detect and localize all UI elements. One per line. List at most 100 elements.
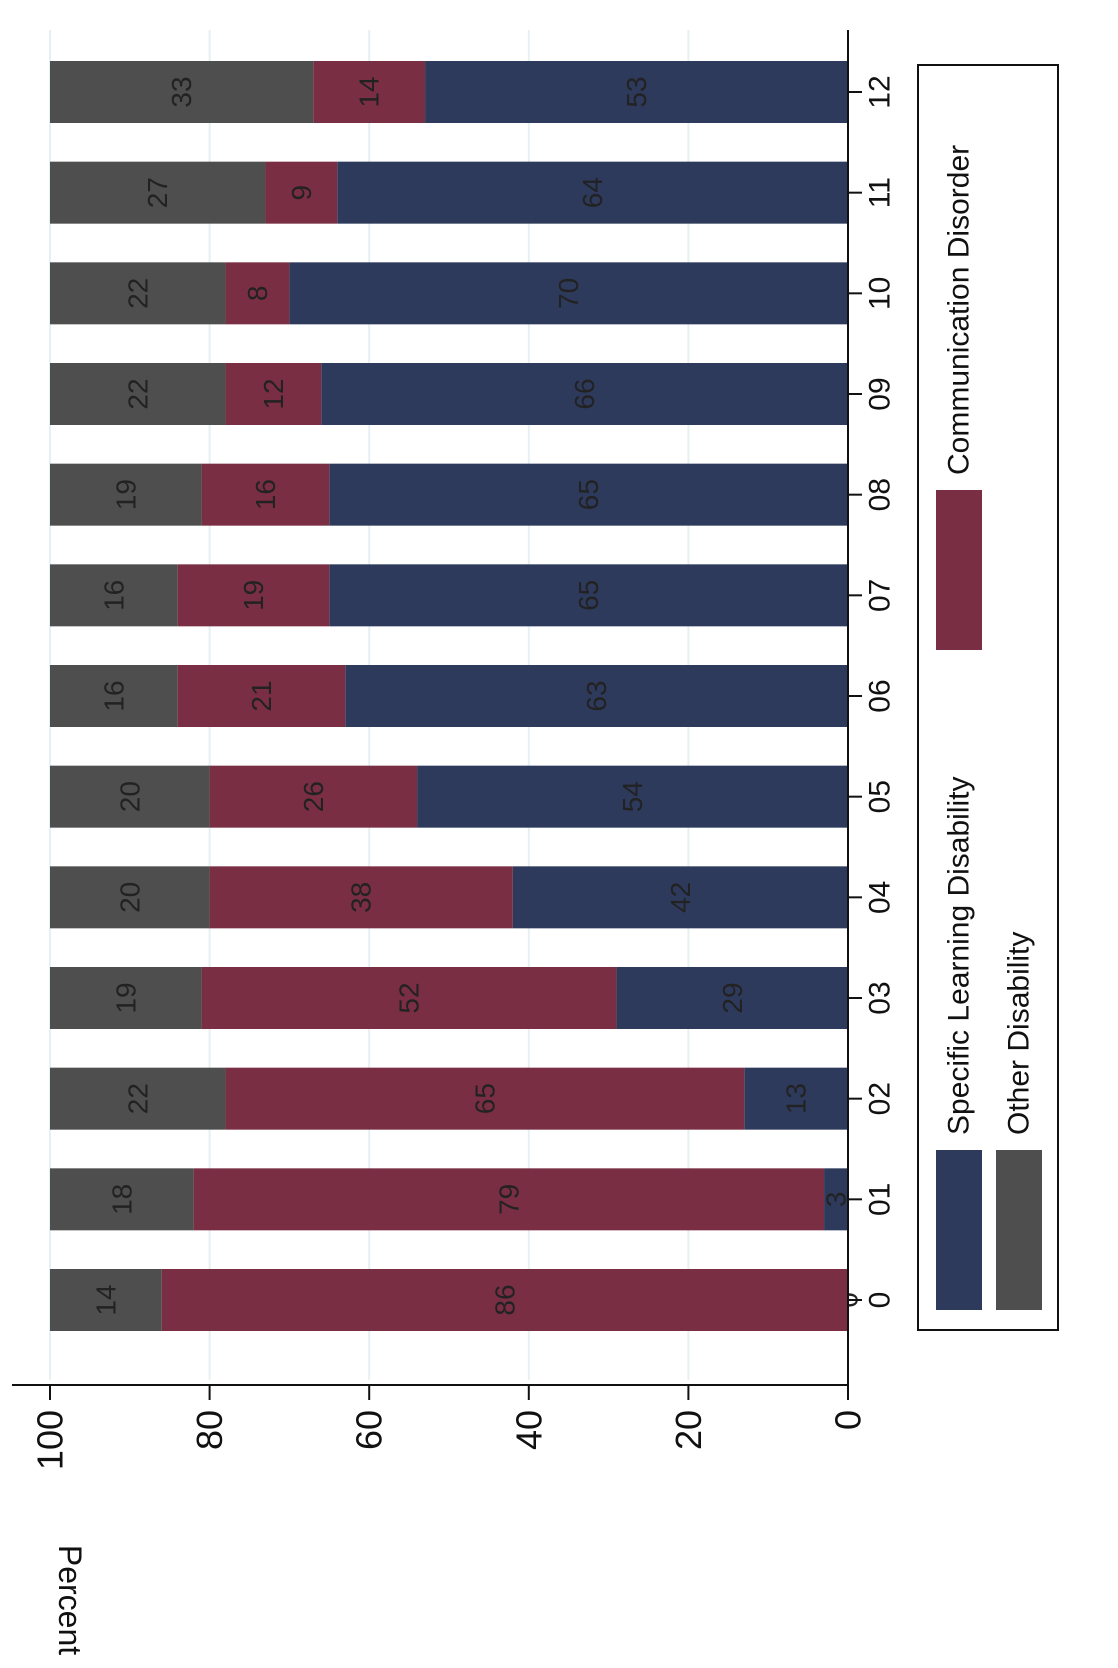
data-label: 16 — [250, 479, 281, 510]
legend-label: Other Disability — [1003, 932, 1036, 1135]
bar-10-communication-disorder — [225, 262, 290, 325]
bar-01-specific-learning-disability — [824, 1168, 848, 1231]
data-label: 12 — [258, 378, 289, 409]
bar-06-other-disability — [50, 665, 178, 727]
category-label: 03 — [864, 981, 897, 1014]
bar-08-specific-learning-disability — [329, 463, 848, 526]
category-label: 09 — [864, 377, 897, 410]
chart-rotated-frame: 0 86 14 3 79 18 13 65 22 29 52 19 42 38 20 54 26 20 63 21 16… — [12, 30, 1059, 1655]
bar-09-other-disability — [50, 363, 226, 425]
bar-12-communication-disorder — [313, 61, 426, 123]
data-label: 63 — [581, 680, 612, 711]
bar-12-specific-learning-disability — [425, 61, 848, 123]
data-label: 22 — [122, 278, 153, 309]
data-label: 65 — [469, 1083, 500, 1114]
data-label: 14 — [90, 1284, 121, 1315]
category-label: 08 — [864, 478, 897, 511]
bar-03-specific-learning-disability — [616, 967, 849, 1029]
category-label: 05 — [864, 780, 897, 813]
bar-04-other-disability — [50, 866, 210, 929]
data-label: 42 — [665, 882, 696, 913]
y-tick-label: 60 — [349, 1410, 390, 1450]
category-label: 11 — [864, 177, 897, 208]
bar-06-communication-disorder — [177, 665, 346, 727]
bar-04-specific-learning-disability — [512, 866, 849, 929]
bar-05-other-disability — [50, 765, 210, 828]
data-label: 14 — [354, 76, 385, 107]
bar-01-communication-disorder — [193, 1168, 825, 1231]
data-label: 65 — [573, 479, 604, 510]
category-label: 0 — [864, 1292, 897, 1309]
data-label: 64 — [577, 177, 608, 208]
data-label: 13 — [781, 1083, 812, 1114]
bar-08-other-disability — [50, 463, 202, 526]
data-label: 8 — [242, 286, 273, 302]
bar-11-specific-learning-disability — [337, 161, 848, 224]
data-label: 26 — [298, 781, 329, 812]
data-label: 27 — [142, 177, 173, 208]
data-label: 9 — [286, 185, 317, 201]
data-label: 20 — [114, 882, 145, 913]
bar-03-other-disability — [50, 967, 202, 1029]
data-label: 20 — [114, 781, 145, 812]
y-tick-label: 40 — [508, 1410, 549, 1450]
y-tick-label: 0 — [828, 1410, 869, 1430]
data-label: 65 — [573, 580, 604, 611]
bar-07-specific-learning-disability — [329, 564, 848, 627]
axes: 0 20 40 60 80 100 0 01 02 03 04 05 06 07 08 09 10 11 12 — [12, 30, 897, 1470]
y-tick-label: 20 — [668, 1410, 709, 1450]
data-label: 29 — [717, 982, 748, 1013]
data-label: 3 — [821, 1192, 852, 1208]
data-label: 86 — [489, 1284, 520, 1315]
data-label: 22 — [122, 1083, 153, 1114]
legend: Specific Learning Disability Other Disabi… — [917, 64, 1059, 1331]
category-label: 06 — [864, 679, 897, 712]
legend-label: Communication Disorder — [943, 145, 976, 475]
bar-07-other-disability — [50, 564, 178, 627]
bar-02-communication-disorder — [225, 1067, 745, 1130]
legend-box — [917, 64, 1059, 1331]
bar-01-other-disability — [50, 1168, 194, 1231]
data-label: 19 — [110, 982, 141, 1013]
bar-09-specific-learning-disability — [321, 363, 848, 425]
category-label: 07 — [864, 579, 897, 612]
category-label: 10 — [864, 277, 897, 310]
bars: 0861437918136522295219423820542620632116… — [50, 61, 864, 1331]
bar-0-other-disability — [50, 1269, 162, 1331]
bar-10-specific-learning-disability — [289, 262, 848, 325]
category-label: 04 — [864, 881, 897, 914]
bar-02-specific-learning-disability — [744, 1067, 849, 1130]
data-label: 70 — [553, 278, 584, 309]
legend-swatch-other-disability — [996, 1150, 1042, 1310]
bar-02-other-disability — [50, 1067, 226, 1130]
bar-04-communication-disorder — [209, 866, 513, 929]
bar-06-specific-learning-disability — [345, 665, 848, 727]
data-label: 79 — [493, 1184, 524, 1215]
data-label: 53 — [621, 76, 652, 107]
bar-05-communication-disorder — [209, 765, 418, 828]
category-label: 12 — [864, 75, 897, 108]
bar-08-communication-disorder — [201, 463, 330, 526]
bar-10-other-disability — [50, 262, 226, 325]
data-label: 21 — [246, 680, 277, 711]
bar-0-communication-disorder — [161, 1269, 849, 1331]
bar-11-communication-disorder — [265, 161, 338, 224]
data-label: 66 — [569, 378, 600, 409]
bar-12-other-disability — [50, 61, 314, 123]
category-label: 02 — [864, 1082, 897, 1115]
data-label: 54 — [617, 781, 648, 812]
data-label: 19 — [238, 580, 269, 611]
data-label: 38 — [346, 882, 377, 913]
bar-05-specific-learning-disability — [417, 765, 848, 828]
data-label: 16 — [98, 580, 129, 611]
bar-11-other-disability — [50, 161, 266, 224]
category-label: 01 — [864, 1183, 897, 1216]
legend-swatch-specific-learning-disability — [936, 1150, 982, 1310]
y-axis-title: Percent — [52, 1545, 88, 1655]
y-tick-label: 80 — [189, 1410, 230, 1450]
data-label: 22 — [122, 378, 153, 409]
bar-07-communication-disorder — [177, 564, 330, 627]
bar-09-communication-disorder — [225, 363, 322, 425]
